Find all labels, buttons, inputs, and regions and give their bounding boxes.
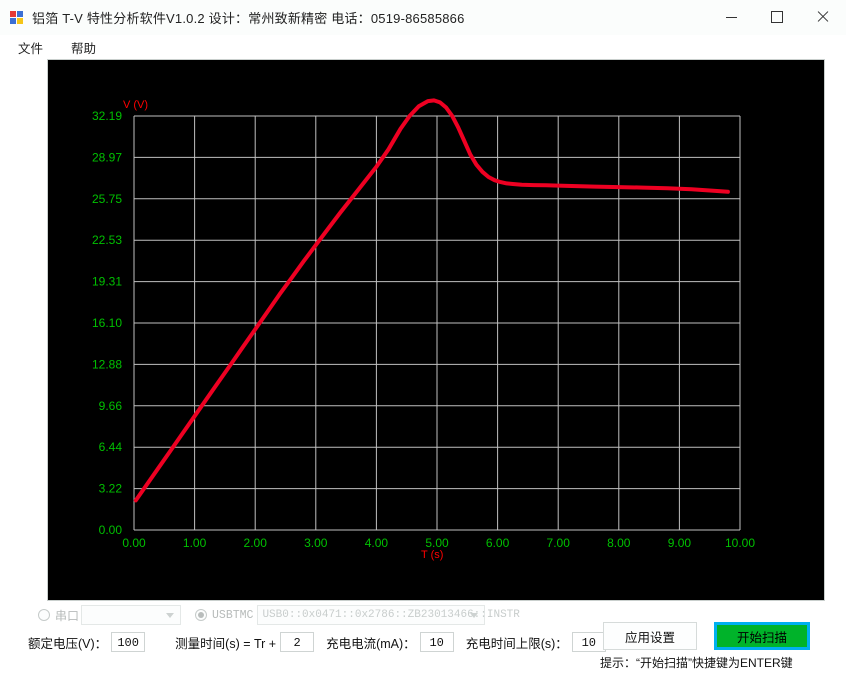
svg-text:5.00: 5.00 — [425, 536, 449, 550]
svg-text:22.53: 22.53 — [92, 233, 122, 247]
svg-text:3.22: 3.22 — [99, 482, 123, 496]
parameter-row: 额定电压(V)： 100 测量时间(s) = Tr + 2 充电电流(mA)： … — [28, 630, 618, 654]
y-axis-tick-labels: 0.00 3.22 6.44 9.66 12.88 16.10 19.31 22.53 25.7… — [92, 109, 122, 537]
radio-serial-port[interactable] — [38, 609, 50, 621]
label-serial-port: 串口 — [55, 608, 80, 623]
label-rated-voltage: 额定电压(V)： — [28, 636, 108, 651]
chart-gridlines — [133, 115, 741, 531]
y-axis-label: V (V) — [123, 99, 148, 111]
svg-text:25.75: 25.75 — [92, 192, 122, 206]
chevron-down-icon — [166, 613, 175, 618]
svg-text:9.00: 9.00 — [668, 536, 692, 550]
label-measure-time: 测量时间(s) = Tr + — [175, 636, 277, 651]
input-charge-current[interactable]: 10 — [419, 632, 454, 652]
close-icon — [817, 11, 829, 23]
svg-text:9.66: 9.66 — [99, 399, 123, 413]
title-bar: 铝箔 T-V 特性分析软件V1.0.2 设计：常州致新精密 电话：0519-86… — [0, 0, 846, 36]
start-scan-button[interactable]: 开始扫描 — [714, 622, 810, 650]
maximize-button[interactable] — [754, 0, 800, 34]
input-charge-time-limit[interactable]: 10 — [571, 632, 606, 652]
voltage-curve — [133, 98, 730, 503]
serial-port-combo[interactable] — [81, 605, 182, 625]
menu-bar: 文件 帮助 — [0, 35, 846, 60]
input-measure-time[interactable]: 2 — [280, 632, 315, 652]
svg-text:6.44: 6.44 — [99, 440, 123, 454]
svg-text:2.00: 2.00 — [244, 536, 268, 550]
input-rated-voltage[interactable]: 100 — [111, 632, 146, 652]
svg-text:7.00: 7.00 — [547, 536, 571, 550]
usbtmc-resource-value: USB0::0x0471::0x2786::ZB23013466::INSTR — [262, 609, 520, 621]
shortcut-hint: 提示：“开始扫描”快捷键为ENTER键 — [600, 656, 793, 670]
menu-item-file[interactable]: 文件 — [18, 42, 44, 56]
menu-item-help[interactable]: 帮助 — [71, 42, 97, 56]
x-axis-label: T (s) — [421, 549, 443, 561]
svg-text:10.00: 10.00 — [725, 536, 755, 550]
svg-text:6.00: 6.00 — [486, 536, 510, 550]
chart-panel: 0.00 1.00 2.00 3.00 4.00 5.00 6.00 7.00 8.00 9.00… — [47, 59, 825, 601]
label-usbtmc: USBTMC — [212, 608, 254, 622]
svg-text:4.00: 4.00 — [365, 536, 389, 550]
svg-text:28.97: 28.97 — [92, 150, 122, 164]
label-charge-current: 充电电流(mA)： — [326, 636, 416, 651]
svg-text:12.88: 12.88 — [92, 357, 122, 371]
connection-row: 串口 USBTMC USB0::0x0471::0x2786::ZB230134… — [38, 604, 520, 626]
close-button[interactable] — [800, 0, 846, 34]
window-title: 铝箔 T-V 特性分析软件V1.0.2 设计：常州致新精密 电话：0519-86… — [32, 11, 465, 26]
usbtmc-resource-combo[interactable]: USB0::0x0471::0x2786::ZB23013466::INSTR — [257, 605, 520, 625]
apply-settings-button[interactable]: 应用设置 — [603, 622, 697, 650]
svg-text:16.10: 16.10 — [92, 316, 122, 330]
chevron-down-icon — [470, 613, 479, 618]
svg-text:0.00: 0.00 — [122, 536, 146, 550]
app-grid-icon — [10, 10, 24, 25]
chart-background — [48, 60, 824, 600]
minimize-button[interactable] — [708, 0, 754, 34]
minimize-icon — [725, 16, 737, 18]
svg-text:32.19: 32.19 — [92, 109, 122, 123]
tv-characteristic-chart: 0.00 1.00 2.00 3.00 4.00 5.00 6.00 7.00 8.00 9.00… — [48, 60, 824, 600]
maximize-icon — [771, 11, 783, 23]
label-charge-time-limit: 充电时间上限(s)： — [465, 636, 568, 651]
radio-usbtmc[interactable] — [195, 609, 208, 621]
svg-text:8.00: 8.00 — [607, 536, 631, 550]
window-controls — [708, 0, 846, 34]
svg-text:3.00: 3.00 — [304, 536, 328, 550]
svg-text:1.00: 1.00 — [183, 536, 207, 550]
svg-text:19.31: 19.31 — [92, 275, 122, 289]
svg-text:0.00: 0.00 — [99, 523, 123, 537]
x-axis-tick-labels: 0.00 1.00 2.00 3.00 4.00 5.00 6.00 7.00 8.00 9.00… — [122, 536, 755, 550]
